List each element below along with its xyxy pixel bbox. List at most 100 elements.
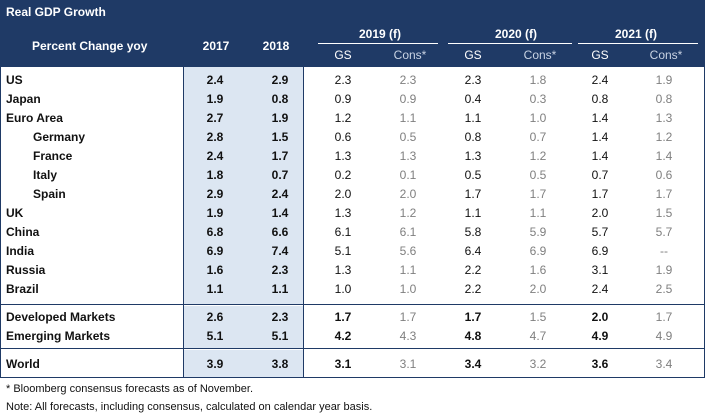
value-2017: 6.9 [206, 244, 224, 258]
cons-2021: 3.4 [655, 357, 673, 371]
row-label: Developed Markets [6, 310, 116, 324]
cons-2019: 2.3 [399, 73, 417, 87]
cons-2020: 3.2 [529, 357, 547, 371]
gs-2020: 1.3 [464, 149, 482, 163]
cons-2020: 1.1 [529, 206, 547, 220]
cons-2019: 6.1 [399, 225, 417, 239]
gs-2019: 1.2 [334, 111, 352, 125]
table-bottom-border [0, 377, 705, 378]
value-2018: 2.3 [271, 263, 289, 277]
value-2017: 2.6 [206, 310, 224, 324]
cons-2019: 4.3 [399, 329, 417, 343]
cons-2019: 1.1 [399, 111, 417, 125]
gs-2020: 0.4 [464, 92, 482, 106]
cons-2019: 1.3 [399, 149, 417, 163]
value-2017: 5.1 [206, 329, 224, 343]
cons-2019: 0.9 [399, 92, 417, 106]
year-2017-header: 2017 [202, 39, 230, 53]
cons-2021: 4.9 [655, 329, 673, 343]
value-2018: 1.5 [271, 130, 289, 144]
gs-2019: 5.1 [334, 244, 352, 258]
gs-2020: 3.4 [464, 357, 482, 371]
year-2019-header: 2019 (f) [358, 27, 402, 41]
cons-2019: 0.5 [399, 130, 417, 144]
value-2017: 2.4 [206, 73, 224, 87]
footnote-consensus: * Bloomberg consensus forecasts as of No… [6, 383, 254, 395]
cons-2020: 1.0 [529, 111, 547, 125]
cons-2021: 5.7 [655, 225, 673, 239]
gs-2019: 3.1 [334, 357, 352, 371]
cons-2021: 1.4 [655, 149, 673, 163]
cons-2020: 5.9 [529, 225, 547, 239]
row-label: Italy [33, 168, 58, 182]
cons-2021: 1.5 [655, 206, 673, 220]
gs-2021: 1.4 [591, 111, 609, 125]
table-left-border [0, 67, 1, 378]
value-2017: 1.9 [206, 92, 224, 106]
value-2018: 2.3 [271, 310, 289, 324]
gs-2021: 6.9 [591, 244, 609, 258]
cons-2020: 2.0 [529, 282, 547, 296]
gs-2021-header: GS [591, 48, 609, 62]
gs-2021: 4.9 [591, 329, 609, 343]
row-label: Emerging Markets [6, 329, 111, 343]
table-title: Real GDP Growth [6, 5, 106, 19]
value-2018: 2.4 [271, 187, 289, 201]
gs-2021: 1.4 [591, 130, 609, 144]
row-label: Germany [33, 130, 86, 144]
gs-2019: 1.3 [334, 263, 352, 277]
gs-2019: 0.2 [334, 168, 352, 182]
underline-2020 [448, 43, 572, 44]
cons-2019: 3.1 [399, 357, 417, 371]
gs-2019: 1.3 [334, 149, 352, 163]
value-2018: 2.9 [271, 73, 289, 87]
gs-2019: 4.2 [334, 329, 352, 343]
gs-2019-header: GS [334, 48, 352, 62]
value-2018: 6.6 [271, 225, 289, 239]
shade-2017-2018-block2 [183, 306, 303, 348]
gs-2020: 2.2 [464, 263, 482, 277]
gs-2021: 5.7 [591, 225, 609, 239]
value-2018: 1.9 [271, 111, 289, 125]
cons-2019: 1.1 [399, 263, 417, 277]
gs-2019: 1.3 [334, 206, 352, 220]
shade-2017-2018-block1 [183, 67, 303, 304]
gs-2020: 1.1 [464, 206, 482, 220]
year-2018-header: 2018 [262, 39, 290, 53]
cons-2021: 1.2 [655, 130, 673, 144]
gs-2020: 1.1 [464, 111, 482, 125]
gs-2020: 6.4 [464, 244, 482, 258]
shade-2017-2018-block3 [183, 350, 303, 377]
gs-2021: 2.4 [591, 282, 609, 296]
value-2018: 5.1 [271, 329, 289, 343]
cons-2019: 1.7 [399, 310, 417, 324]
value-2018: 7.4 [271, 244, 289, 258]
cons-2021: 1.3 [655, 111, 673, 125]
gs-2021: 3.1 [591, 263, 609, 277]
cons-2021-header: Cons* [649, 48, 683, 62]
cons-2019: 0.1 [399, 168, 417, 182]
gs-2019: 1.7 [334, 310, 352, 324]
row-label: Russia [6, 263, 46, 277]
cons-2020: 0.7 [529, 130, 547, 144]
gs-2021: 0.8 [591, 92, 609, 106]
gs-2021: 3.6 [591, 357, 609, 371]
row-label: India [6, 244, 35, 258]
gs-2019: 1.0 [334, 282, 352, 296]
value-2018: 0.8 [271, 92, 289, 106]
gs-2021: 0.7 [591, 168, 609, 182]
gs-2020: 2.3 [464, 73, 482, 87]
gs-2020: 1.7 [464, 187, 482, 201]
gs-2020: 4.8 [464, 329, 482, 343]
gs-2020: 1.7 [464, 310, 482, 324]
row-label: Euro Area [6, 111, 63, 125]
value-2017: 2.7 [206, 111, 224, 125]
cons-2020: 0.5 [529, 168, 547, 182]
value-2017: 6.8 [206, 225, 224, 239]
year-2020-header: 2020 (f) [494, 27, 538, 41]
cons-2020: 0.3 [529, 92, 547, 106]
row-label: UK [6, 206, 24, 220]
gs-2020-header: GS [464, 48, 482, 62]
gs-2020: 0.5 [464, 168, 482, 182]
separator-label-2017 [183, 67, 184, 378]
